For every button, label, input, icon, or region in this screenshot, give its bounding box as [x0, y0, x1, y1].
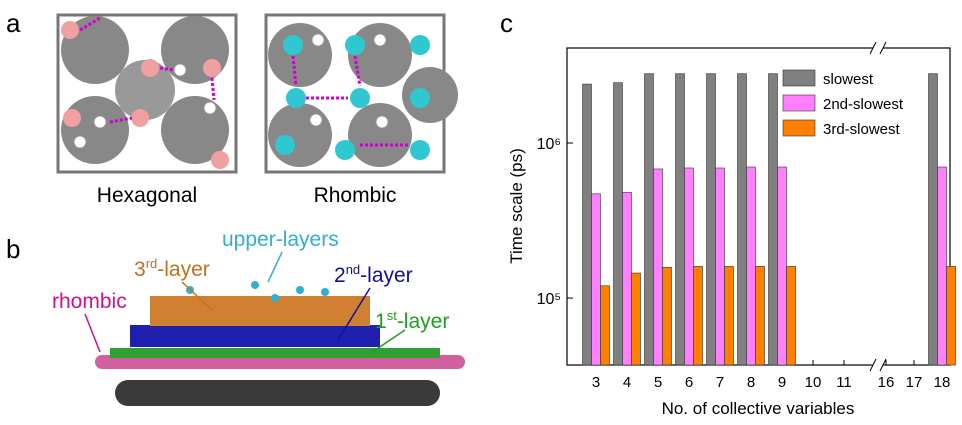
annotation: 2	[334, 264, 346, 287]
bar	[738, 74, 747, 365]
y-axis-title: Time scale (ps)	[507, 148, 526, 264]
x-tick-label: 16	[878, 374, 895, 391]
bar	[645, 74, 654, 365]
bar	[716, 168, 725, 365]
legend-label: slowest	[823, 71, 874, 88]
bar	[756, 266, 765, 365]
bar	[623, 192, 632, 365]
annotation: 1	[375, 310, 387, 333]
annotation: st	[387, 308, 398, 323]
legend-label: 2nd-slowest	[823, 96, 904, 113]
annotation: 3	[134, 258, 146, 281]
annotation: 2nd-layer	[334, 262, 413, 287]
bar	[685, 168, 694, 365]
bar	[663, 267, 672, 365]
annotation: 1st-layer	[375, 308, 449, 333]
axis-break	[873, 359, 883, 371]
x-tick-label: 17	[906, 374, 923, 391]
x-tick-label: 5	[654, 374, 662, 391]
y-tick-label: 10⁵	[537, 291, 561, 308]
annotation: -layer	[360, 264, 413, 287]
image-caption: Hexagonal	[97, 184, 197, 207]
bar	[769, 74, 778, 365]
bar	[725, 266, 734, 365]
bar	[787, 266, 796, 365]
figure: a Hexagonal Rhombic b upper-layers 3rd-l…	[0, 0, 962, 420]
annotation: 3rd-layer	[134, 256, 210, 281]
x-tick-label: 10	[805, 374, 822, 391]
bar	[583, 84, 592, 365]
bar	[947, 266, 956, 365]
x-axis-title: No. of collective variables	[662, 399, 855, 418]
x-tick-label: 9	[778, 374, 786, 391]
bar	[929, 74, 938, 365]
annotation: upper-layers	[222, 228, 339, 251]
annotation: rhombic	[52, 290, 127, 313]
annotation: rd	[146, 256, 158, 271]
x-tick-label: 4	[623, 374, 631, 391]
panel-label: b	[6, 234, 20, 264]
legend-swatch	[783, 70, 815, 86]
rhombic-image	[266, 15, 458, 172]
bar	[614, 83, 623, 365]
x-tick-label: 8	[747, 374, 755, 391]
legend-swatch	[783, 95, 815, 111]
hexagonal-image	[58, 15, 236, 172]
x-tick-label: 7	[716, 374, 724, 391]
structure-image	[95, 281, 465, 406]
bar	[601, 286, 610, 365]
bar	[592, 194, 601, 365]
annotation: -layer	[397, 310, 450, 333]
y-tick-label: 10⁶	[537, 136, 561, 153]
plot: 10⁵ 10⁶ 3 4 5 6 7 8 9 10 11 16 17 18 slowest 2nd-slowes…	[537, 42, 956, 391]
x-tick-label: 3	[592, 374, 600, 391]
bar	[694, 266, 703, 365]
bar	[747, 167, 756, 365]
panel-label: c	[500, 8, 513, 38]
x-tick-label: 11	[836, 374, 852, 391]
legend-label: 3rd-slowest	[823, 121, 901, 138]
bar	[632, 273, 641, 365]
bar	[778, 167, 787, 365]
image-caption: Rhombic	[314, 184, 397, 207]
annotation: -layer	[157, 258, 210, 281]
axis-break	[873, 42, 883, 54]
bar	[676, 74, 685, 365]
x-tick-label: 18	[934, 374, 951, 391]
legend-swatch	[783, 120, 815, 136]
bar	[707, 74, 716, 365]
bar	[938, 167, 947, 365]
bar	[654, 169, 663, 365]
annotation: nd	[346, 262, 360, 277]
x-tick-label: 6	[685, 374, 693, 391]
panel-label: a	[6, 8, 21, 38]
